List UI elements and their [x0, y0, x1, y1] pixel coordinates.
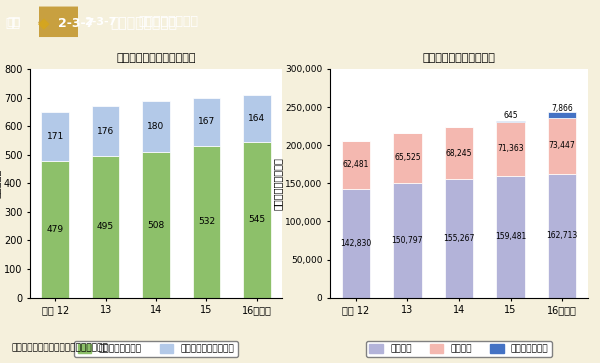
- Text: 2-3-7: 2-3-7: [84, 17, 116, 27]
- Bar: [92, 106, 119, 156]
- Bar: [41, 112, 69, 161]
- Text: 図表: 図表: [5, 17, 20, 30]
- Bar: [496, 121, 525, 122]
- Text: 大学院の整備状況: 大学院の整備状況: [138, 15, 198, 28]
- Legend: 大学院を置く大学, 大学院を置かない大学: 大学院を置く大学, 大学院を置かない大学: [74, 341, 238, 357]
- Bar: [496, 176, 525, 298]
- Text: 大学院の整備状況: 大学院の整備状況: [110, 16, 177, 30]
- Bar: [548, 112, 577, 118]
- Bar: [445, 179, 473, 298]
- Text: 167: 167: [198, 117, 215, 126]
- Text: 545: 545: [248, 215, 265, 224]
- Bar: [393, 133, 422, 183]
- Text: 68,245: 68,245: [446, 149, 472, 158]
- Bar: [243, 142, 271, 298]
- Text: 479: 479: [47, 225, 64, 234]
- Text: 164: 164: [248, 114, 265, 123]
- Y-axis label: （大学数）: （大学数）: [0, 169, 1, 198]
- Text: 7,866: 7,866: [551, 104, 573, 113]
- Text: 62,481: 62,481: [343, 160, 369, 170]
- Bar: [243, 95, 271, 142]
- Text: 65,525: 65,525: [394, 153, 421, 162]
- Text: ◆: ◆: [38, 16, 50, 31]
- Bar: [341, 141, 370, 189]
- Bar: [341, 189, 370, 298]
- Text: 71,363: 71,363: [497, 144, 524, 154]
- Bar: [548, 174, 577, 298]
- Text: 176: 176: [97, 126, 114, 135]
- Text: 508: 508: [148, 221, 164, 229]
- Bar: [548, 118, 577, 174]
- Text: 73,447: 73,447: [549, 141, 575, 150]
- Y-axis label: （在学者数（人））: （在学者数（人））: [272, 157, 283, 210]
- Text: ◆: ◆: [38, 15, 49, 29]
- Text: 142,830: 142,830: [340, 239, 371, 248]
- Legend: 修士課程, 博士課程, 専門職学位課程: 修士課程, 博士課程, 専門職学位課程: [366, 341, 552, 357]
- Bar: [193, 146, 220, 298]
- Text: 図表: 図表: [7, 17, 20, 27]
- Text: 150,797: 150,797: [392, 236, 423, 245]
- Bar: [142, 101, 170, 152]
- Text: 159,481: 159,481: [495, 232, 526, 241]
- Bar: [445, 127, 473, 179]
- Title: 大学院を置く大学数の推移: 大学院を置く大学数の推移: [116, 53, 196, 63]
- Text: 495: 495: [97, 223, 114, 231]
- Title: 婦学院の在学者数の推移: 婦学院の在学者数の推移: [422, 53, 496, 63]
- Bar: [393, 183, 422, 298]
- Text: 155,267: 155,267: [443, 234, 475, 243]
- Text: 171: 171: [47, 132, 64, 141]
- Text: 532: 532: [198, 217, 215, 226]
- Text: 162,713: 162,713: [547, 231, 578, 240]
- Text: 645: 645: [503, 111, 518, 120]
- Bar: [193, 98, 220, 146]
- Text: ◆: ◆: [54, 15, 64, 28]
- Text: （資料）　文部科学省『学校基本調査』: （資料） 文部科学省『学校基本調査』: [12, 343, 109, 352]
- Bar: [41, 161, 69, 298]
- Text: 2-3-7: 2-3-7: [58, 17, 94, 30]
- Bar: [142, 152, 170, 298]
- Bar: [496, 122, 525, 176]
- Bar: [92, 156, 119, 298]
- FancyBboxPatch shape: [39, 7, 78, 37]
- Text: 180: 180: [148, 122, 164, 131]
